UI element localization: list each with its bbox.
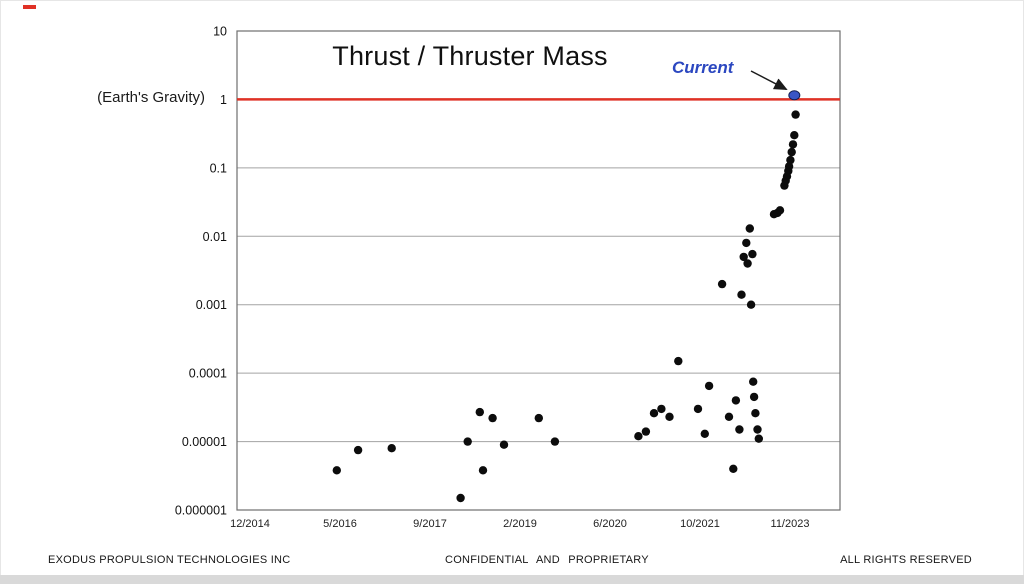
data-point bbox=[753, 425, 762, 434]
data-point bbox=[649, 409, 659, 418]
data-point bbox=[787, 147, 796, 157]
bottom-gray-bar bbox=[0, 575, 1024, 584]
current-annotation: Current bbox=[672, 58, 734, 77]
data-point bbox=[724, 412, 734, 421]
data-point bbox=[674, 356, 683, 366]
y-tick-label: 10 bbox=[213, 25, 227, 39]
data-point bbox=[641, 427, 651, 436]
footer-rights: ALL RIGHTS RESERVED bbox=[840, 554, 972, 566]
data-point bbox=[742, 238, 751, 248]
footer-company: EXODUS PROPULSION TECHNOLOGIES INC bbox=[48, 554, 291, 566]
data-point bbox=[790, 131, 799, 140]
data-point bbox=[745, 224, 754, 233]
corner-red-mark bbox=[23, 5, 36, 9]
data-point bbox=[751, 409, 760, 418]
data-point bbox=[488, 413, 497, 423]
data-point bbox=[550, 437, 560, 446]
y-tick-label: 0.00001 bbox=[182, 435, 227, 449]
data-point bbox=[749, 392, 759, 402]
data-point bbox=[693, 404, 703, 414]
data-point bbox=[700, 429, 709, 438]
data-point bbox=[784, 162, 794, 171]
data-point bbox=[387, 444, 396, 453]
data-point bbox=[786, 155, 795, 165]
x-tick-label: 11/2023 bbox=[771, 518, 810, 530]
data-point bbox=[729, 464, 738, 473]
data-point bbox=[737, 290, 746, 299]
data-point bbox=[788, 140, 798, 149]
footer-confidential: CONFIDENTIAL AND PROPRIETARY bbox=[445, 554, 649, 566]
data-point bbox=[743, 259, 752, 268]
y-tick-label: 0.000001 bbox=[175, 504, 227, 518]
data-point bbox=[478, 466, 488, 475]
y-tick-label: 0.0001 bbox=[189, 367, 227, 381]
data-point bbox=[748, 249, 757, 259]
data-point bbox=[665, 412, 674, 421]
data-point bbox=[749, 377, 758, 386]
current-arrow bbox=[750, 70, 788, 90]
x-axis-tick-labels: 12/2014 5/2016 9/2017 2/2019 6/2020 10/2021 11… bbox=[230, 518, 809, 530]
data-point bbox=[746, 300, 756, 309]
y-tick-label: 1 bbox=[220, 93, 227, 107]
y-tick-label: 0.1 bbox=[210, 161, 227, 175]
data-points bbox=[332, 110, 800, 503]
x-tick-label: 9/2017 bbox=[413, 518, 447, 530]
data-point bbox=[456, 493, 465, 503]
data-point bbox=[739, 252, 748, 262]
current-data-point bbox=[788, 90, 801, 101]
x-tick-label: 5/2016 bbox=[323, 518, 357, 530]
data-point bbox=[791, 110, 800, 119]
chart-title: Thrust / Thruster Mass bbox=[332, 41, 608, 71]
data-point bbox=[463, 437, 472, 446]
data-point bbox=[534, 413, 543, 423]
data-point bbox=[475, 407, 484, 417]
x-tick-label: 6/2020 bbox=[593, 518, 627, 530]
x-tick-label: 2/2019 bbox=[503, 518, 537, 530]
plot-border bbox=[236, 30, 841, 511]
data-point bbox=[735, 425, 744, 434]
data-point bbox=[657, 404, 666, 414]
data-point bbox=[704, 381, 714, 391]
y-axis-tick-labels: 10 1 0.1 0.01 0.001 0.0001 0.00001 0.000001 bbox=[175, 25, 227, 518]
data-point bbox=[754, 434, 763, 443]
earth-gravity-annotation: (Earth's Gravity) bbox=[97, 89, 205, 106]
x-tick-label: 10/2021 bbox=[680, 518, 720, 530]
data-point bbox=[332, 466, 341, 475]
data-point bbox=[775, 206, 785, 215]
data-point bbox=[717, 279, 727, 289]
y-tick-label: 0.01 bbox=[203, 230, 227, 244]
data-point bbox=[731, 396, 741, 405]
data-point bbox=[499, 440, 509, 449]
data-point bbox=[634, 432, 643, 441]
x-tick-label: 12/2014 bbox=[230, 518, 270, 530]
data-point bbox=[353, 445, 363, 455]
gridlines bbox=[237, 167, 840, 443]
y-tick-label: 0.001 bbox=[196, 298, 227, 312]
